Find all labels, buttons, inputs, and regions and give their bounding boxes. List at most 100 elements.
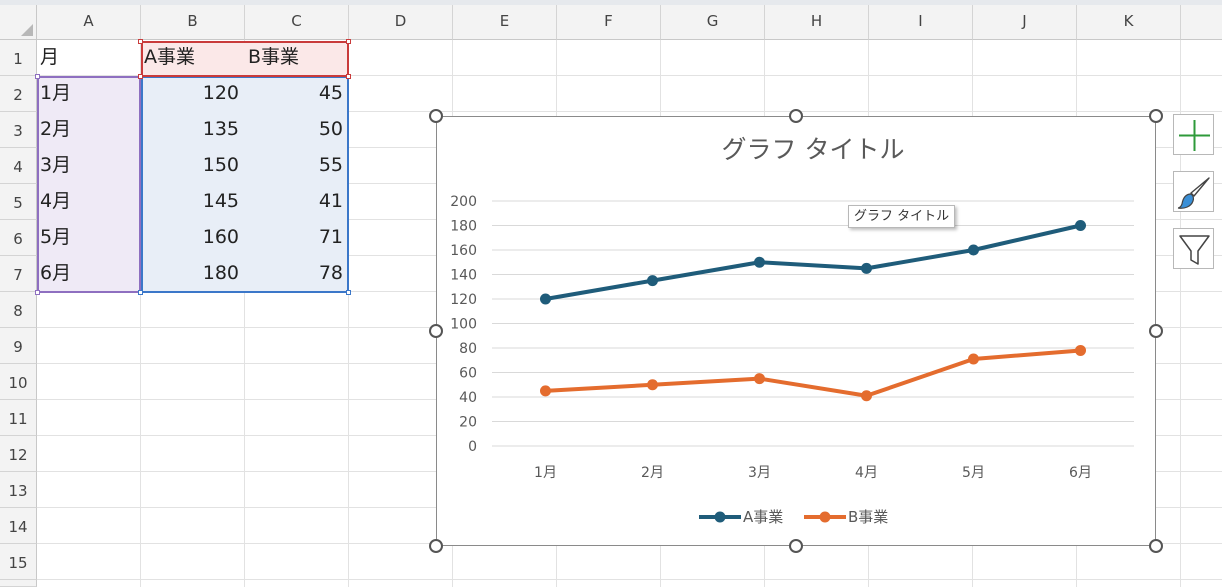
column-header-c[interactable]: C — [245, 5, 349, 40]
row-header-15[interactable]: 15 — [0, 544, 37, 580]
data-point[interactable] — [1075, 344, 1086, 356]
line-chart[interactable]: グラフ タイトル 0 20 40 60 80 100 120 140 160 180 200 1月 2月 3… — [436, 116, 1156, 546]
range-resize-handle[interactable] — [346, 74, 351, 79]
column-header-a[interactable]: A — [37, 5, 141, 40]
data-point[interactable] — [968, 244, 979, 256]
range-resize-handle[interactable] — [35, 74, 40, 79]
range-resize-handle[interactable] — [138, 39, 143, 44]
value-cell[interactable]: 150 — [202, 154, 239, 176]
value-cell[interactable]: 50 — [318, 118, 343, 140]
range-resize-handle[interactable] — [346, 290, 351, 295]
row-header-7[interactable]: 7 — [0, 256, 37, 292]
legend-point-marker[interactable] — [714, 511, 726, 523]
row-header-6[interactable]: 6 — [0, 220, 37, 256]
data-point[interactable] — [861, 262, 872, 274]
selection-range-months — [37, 76, 141, 293]
select-all-corner[interactable] — [0, 5, 37, 40]
chart-resize-handle-top-left[interactable] — [429, 109, 443, 123]
value-cell[interactable]: 135 — [202, 118, 239, 140]
header-cell[interactable]: 月 — [40, 46, 60, 68]
data-point[interactable] — [1075, 220, 1086, 231]
corner-triangle-icon — [21, 24, 33, 36]
month-cell[interactable]: 4月 — [40, 190, 72, 212]
column-header-h[interactable]: H — [765, 5, 869, 40]
column-header-overflow[interactable] — [1181, 5, 1222, 40]
row-header-8[interactable]: 8 — [0, 292, 37, 328]
month-cell[interactable]: 6月 — [40, 262, 72, 284]
data-point[interactable] — [968, 353, 979, 365]
row-header-2[interactable]: 2 — [0, 76, 37, 112]
data-point[interactable] — [647, 275, 658, 287]
chart-resize-handle-bottom-left[interactable] — [429, 539, 443, 553]
plus-icon — [1179, 120, 1210, 151]
value-cell[interactable]: 120 — [202, 82, 239, 104]
row-header-9[interactable]: 9 — [0, 328, 37, 364]
series-line-1[interactable] — [543, 223, 1083, 301]
data-point[interactable] — [540, 385, 551, 397]
row-header-10[interactable]: 10 — [0, 364, 37, 400]
data-point[interactable] — [647, 379, 658, 391]
row-header-14[interactable]: 14 — [0, 508, 37, 544]
header-cell[interactable]: A事業 — [144, 46, 195, 68]
range-resize-handle[interactable] — [138, 74, 143, 79]
y-tick-label: 180 — [450, 219, 477, 235]
row-header-11[interactable]: 11 — [0, 400, 37, 436]
value-cell[interactable]: 145 — [202, 190, 239, 212]
legend-point-marker[interactable] — [819, 511, 831, 523]
y-tick-label: 200 — [450, 194, 477, 210]
row-header-4[interactable]: 4 — [0, 148, 37, 184]
chart-resize-handle-bottom-right[interactable] — [1149, 539, 1163, 553]
value-cell[interactable]: 41 — [318, 190, 343, 212]
column-header-k[interactable]: K — [1077, 5, 1181, 40]
column-header-f[interactable]: F — [557, 5, 661, 40]
row-header-12[interactable]: 12 — [0, 436, 37, 472]
month-cell[interactable]: 3月 — [40, 154, 72, 176]
row-header-13[interactable]: 13 — [0, 472, 37, 508]
chart-filters-button[interactable] — [1173, 228, 1214, 269]
data-point[interactable] — [754, 373, 765, 385]
column-gridline — [1180, 40, 1181, 587]
row-header-5[interactable]: 5 — [0, 184, 37, 220]
header-cell[interactable]: B事業 — [248, 46, 300, 68]
column-gridline — [140, 40, 141, 587]
range-resize-handle[interactable] — [346, 39, 351, 44]
chart-title[interactable]: グラフ タイトル — [722, 135, 905, 164]
column-header-g[interactable]: G — [661, 5, 765, 40]
data-point[interactable] — [540, 293, 551, 305]
value-cell[interactable]: 45 — [318, 82, 343, 104]
legend-label[interactable]: A事業 — [743, 508, 783, 526]
value-cell[interactable]: 160 — [202, 226, 239, 248]
top-toolbar-strip — [0, 0, 1222, 5]
column-header-j[interactable]: J — [973, 5, 1077, 40]
value-cell[interactable]: 78 — [318, 262, 343, 284]
range-resize-handle[interactable] — [35, 290, 40, 295]
y-tick-label: 100 — [450, 317, 477, 333]
legend-label[interactable]: B事業 — [848, 508, 888, 526]
chart-resize-handle-bottom[interactable] — [789, 539, 803, 553]
value-cell[interactable]: 71 — [318, 226, 343, 248]
chart-resize-handle-top-right[interactable] — [1149, 109, 1163, 123]
chart-title-tooltip: グラフ タイトル — [848, 205, 956, 228]
chart-resize-handle-left[interactable] — [429, 324, 443, 338]
month-cell[interactable]: 5月 — [40, 226, 72, 248]
row-header-3[interactable]: 3 — [0, 112, 37, 148]
data-point[interactable] — [861, 390, 872, 402]
row-header-1[interactable]: 1 — [0, 40, 37, 76]
column-header-b[interactable]: B — [141, 5, 245, 40]
month-cell[interactable]: 1月 — [40, 82, 72, 104]
series-line-2[interactable] — [543, 348, 1083, 398]
data-point[interactable] — [754, 256, 765, 268]
column-header-i[interactable]: I — [869, 5, 973, 40]
range-resize-handle[interactable] — [138, 290, 143, 295]
month-cell[interactable]: 2月 — [40, 118, 72, 140]
column-header-d[interactable]: D — [349, 5, 453, 40]
chart-resize-handle-right[interactable] — [1149, 324, 1163, 338]
value-cell[interactable]: 180 — [202, 262, 239, 284]
value-cell[interactable]: 55 — [318, 154, 343, 176]
chart-elements-button[interactable] — [1173, 114, 1214, 155]
column-header-e[interactable]: E — [453, 5, 557, 40]
chart-resize-handle-top[interactable] — [789, 109, 803, 123]
row-header-overflow[interactable] — [0, 580, 37, 587]
chart-styles-button[interactable] — [1173, 171, 1214, 212]
